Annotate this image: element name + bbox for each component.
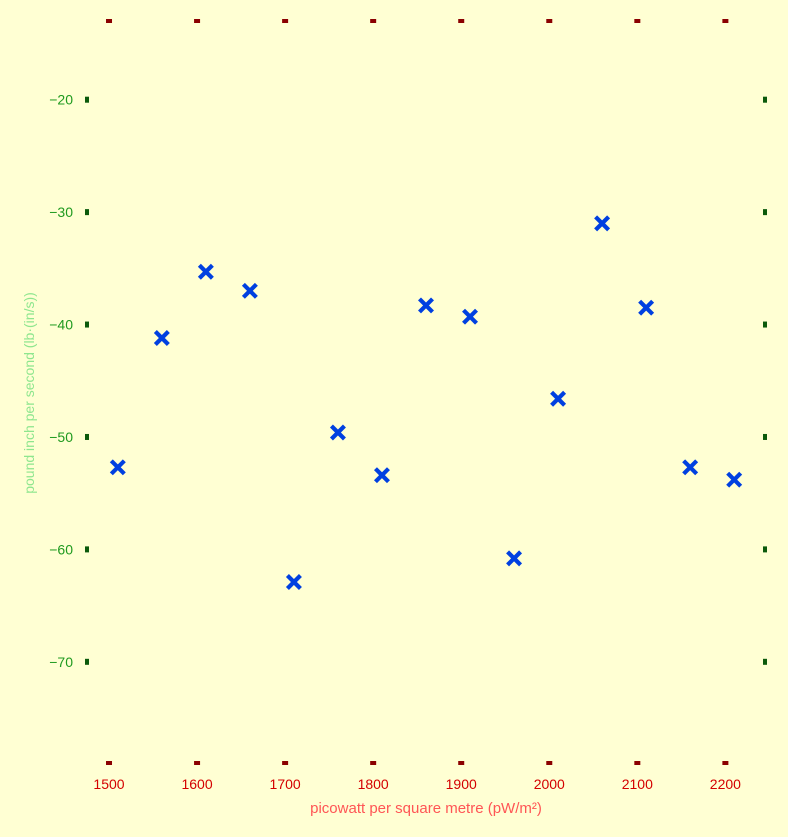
x-tick-bottom [106,761,113,765]
x-tick-top [106,19,113,23]
x-tick-label: 1800 [358,776,389,792]
y-tick-left [85,321,89,328]
x-tick-top [634,19,641,23]
y-tick-label: −30 [49,204,73,220]
y-tick-right [763,546,767,553]
y-tick-left [85,658,89,665]
y-tick-label: −60 [49,541,73,557]
y-tick-right [763,433,767,440]
data-point [682,459,699,476]
data-point [153,330,170,347]
x-axis-label: picowatt per square metre (pW/m²) [310,800,542,817]
x-axis-top-ticks [106,19,729,23]
y-tick-left [85,433,89,440]
x-tick-bottom [370,761,377,765]
data-point [329,424,346,441]
y-axis-tick-labels: −20 −30 −40 −50 −60 −70 [49,92,73,670]
y-tick-label: −40 [49,317,73,333]
x-tick-top [546,19,553,23]
x-tick-top [722,19,729,23]
x-tick-label: 1500 [93,776,124,792]
x-tick-bottom [282,761,289,765]
data-point [462,308,479,325]
data-point [726,471,743,488]
data-point [241,282,258,299]
x-tick-bottom [722,761,729,765]
x-tick-top [282,19,289,23]
y-tick-right [763,321,767,328]
y-tick-right [763,209,767,216]
x-tick-bottom [634,761,641,765]
y-tick-left [85,96,89,103]
x-axis-tick-labels: 1500 1600 1700 1800 1900 2000 2100 2200 [93,776,741,792]
x-tick-label: 1900 [446,776,477,792]
x-tick-label: 1700 [270,776,301,792]
x-tick-bottom [546,761,553,765]
y-tick-label: −20 [49,92,73,108]
data-point [550,390,567,407]
x-tick-bottom [194,761,201,765]
data-point [506,550,523,567]
x-tick-label: 1600 [181,776,212,792]
x-axis-bottom-ticks [106,761,729,765]
x-tick-top [458,19,465,23]
data-point [373,467,390,484]
x-tick-label: 2100 [622,776,653,792]
data-point [285,574,302,590]
x-tick-label: 2000 [534,776,565,792]
x-tick-top [370,19,377,23]
y-tick-right [763,658,767,665]
y-axis-left-ticks [85,96,89,665]
x-tick-top [194,19,201,23]
data-point [418,297,434,314]
y-tick-left [85,546,89,553]
y-tick-label: −50 [49,429,73,445]
data-point [109,459,126,476]
data-point [638,299,655,316]
y-axis-label: pound inch per second (lb·(in/s)) [21,292,37,494]
data-point [594,215,611,232]
x-tick-bottom [458,761,465,765]
y-axis-right-ticks [763,96,767,665]
data-points [109,215,743,590]
y-tick-right [763,96,767,103]
y-tick-label: −70 [49,654,73,670]
x-tick-label: 2200 [710,776,741,792]
y-tick-left [85,209,89,216]
data-point [197,263,214,280]
